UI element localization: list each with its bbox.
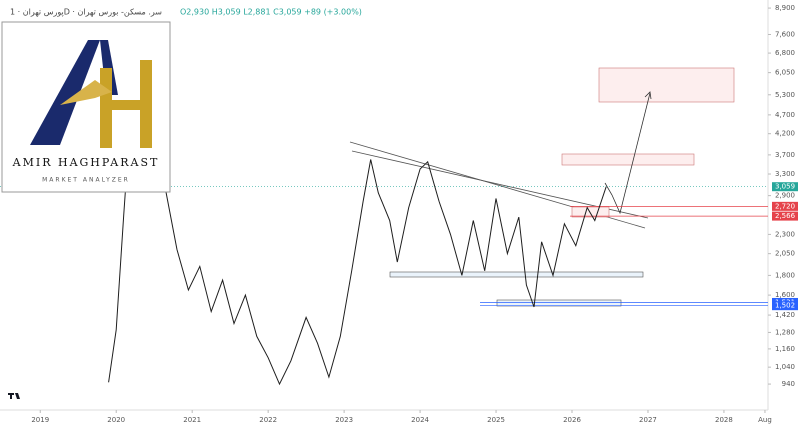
y-tick-label: 6,050 — [775, 69, 795, 77]
logo: AMIR HAGHPARAST MARKET ANALYZER — [1, 21, 171, 193]
drawings — [349, 67, 735, 307]
y-tick-label: 6,800 — [775, 49, 795, 57]
symbol: پورس تهران · 1D · سر. مسکن- بورس تهران — [10, 8, 162, 17]
logo-tagline: MARKET ANALYZER — [42, 177, 130, 184]
zone-box — [571, 206, 610, 218]
x-tick-label: 2021 — [183, 416, 201, 424]
support-box — [496, 299, 622, 307]
y-tick-label: 2,300 — [775, 230, 795, 238]
price-label: 2,566 — [775, 212, 796, 220]
x-tick-label: 2020 — [107, 416, 125, 424]
y-tick-label: 1,280 — [775, 328, 795, 336]
x-tick-label: 2019 — [31, 416, 49, 424]
logo-a — [30, 40, 100, 145]
y-tick-label: 8,900 — [775, 4, 795, 12]
price-line-series — [108, 21, 607, 386]
y-tick-label: 4,200 — [775, 130, 795, 138]
support-box — [389, 271, 644, 278]
y-tick-label: 3,300 — [775, 170, 795, 178]
x-tick-label: 2023 — [335, 416, 353, 424]
ohlc: O2,930 H3,059 L2,881 C3,059 +89 (+3.00%) — [180, 8, 362, 17]
target-box — [598, 67, 735, 103]
tv-logo — [6, 388, 24, 402]
y-tick-label: 1,600 — [775, 291, 795, 299]
x-tick-label: 2027 — [639, 416, 657, 424]
price-label-bg — [772, 211, 798, 221]
tv-logo-mark — [15, 393, 20, 399]
price-label-bg — [772, 201, 798, 211]
y-tick-label: 940 — [782, 380, 795, 388]
y-tick-label: 1,160 — [775, 345, 795, 353]
logo-h — [100, 100, 152, 110]
x-tick-label: 2024 — [411, 416, 429, 424]
price-label: 2,720 — [775, 202, 795, 210]
tv-logo-mark — [10, 393, 12, 399]
y-tick-label: 4,700 — [775, 111, 795, 119]
x-tick-label: 2022 — [259, 416, 277, 424]
x-tick-label: 2026 — [563, 416, 581, 424]
y-tick-label: 7,600 — [775, 30, 795, 38]
x-tick-label: 2028 — [715, 416, 733, 424]
y-tick-label: 1,040 — [775, 363, 795, 371]
price-label: 1,502 — [775, 302, 795, 310]
y-tick-label: 2,900 — [775, 192, 795, 200]
target-box — [561, 153, 695, 166]
y-tick-label: 1,420 — [775, 311, 795, 319]
projection — [604, 92, 651, 215]
y-tick-label: 1,800 — [775, 271, 795, 279]
arrow-head — [644, 91, 652, 100]
price-label-bg — [772, 182, 798, 192]
price-label: 3,059 — [775, 183, 795, 191]
y-tick-label: 3,700 — [775, 151, 795, 159]
y-tick-label: 5,300 — [775, 91, 795, 99]
x-tick-label: 2025 — [487, 416, 505, 424]
price-label-bg — [772, 301, 798, 311]
y-tick-label: 2,050 — [775, 250, 795, 258]
x-tick-label: Aug — [758, 416, 772, 424]
logo-name: AMIR HAGHPARAST — [12, 156, 160, 169]
logo-eagle — [60, 80, 112, 105]
